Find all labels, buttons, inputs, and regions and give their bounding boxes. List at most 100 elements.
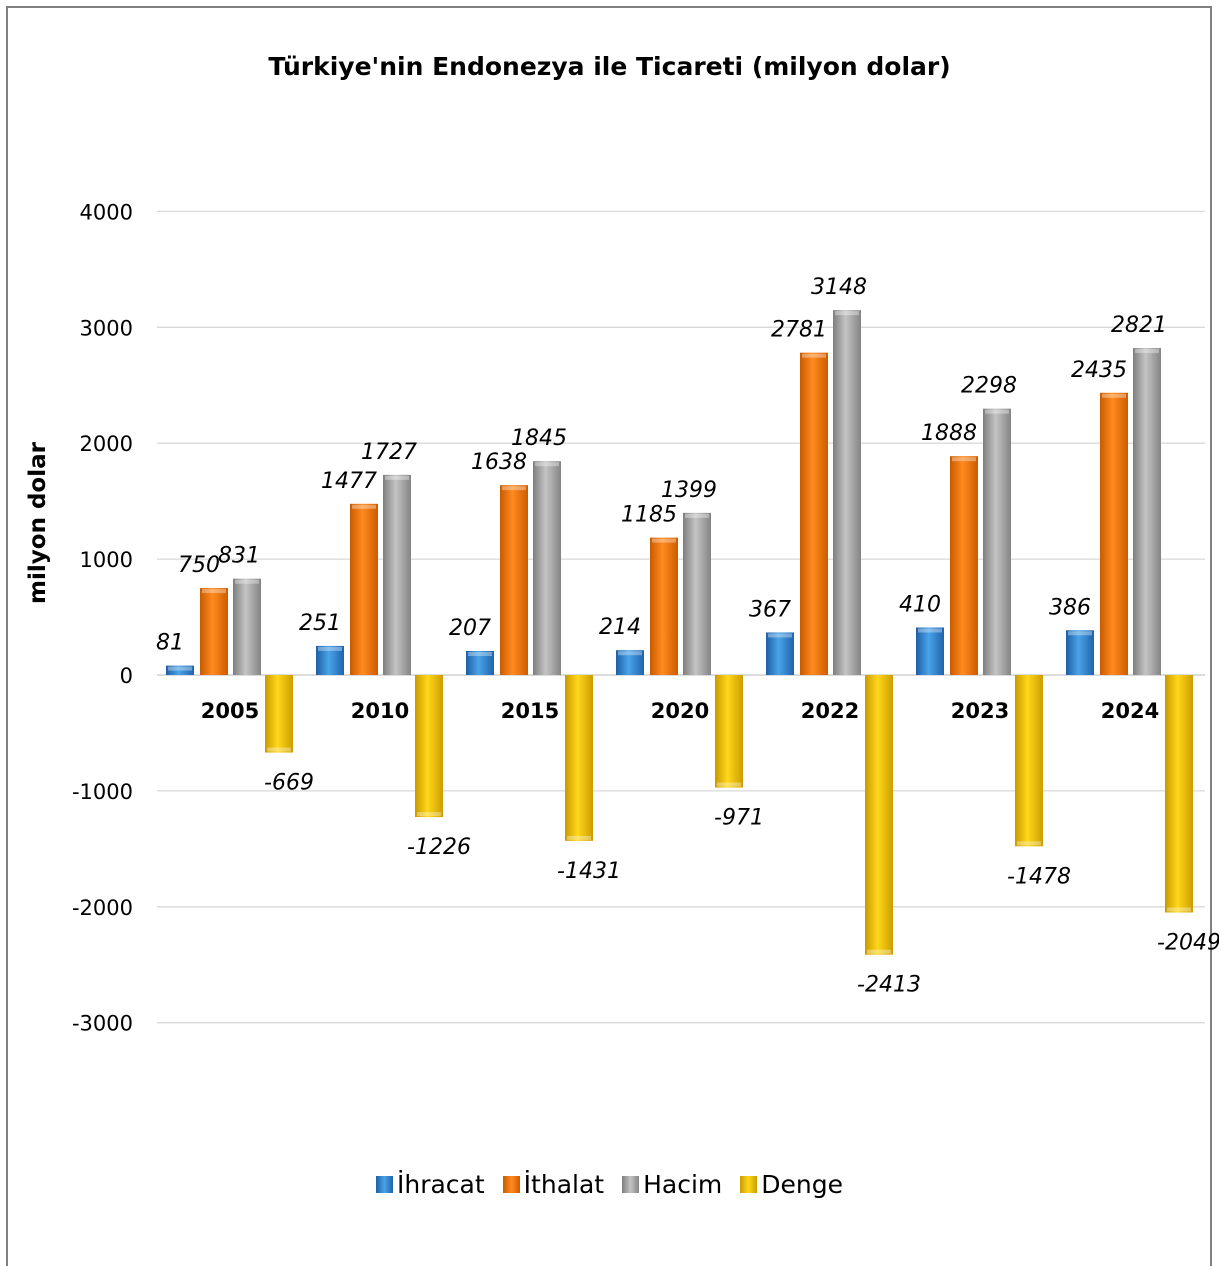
bar-ithalat-2022 xyxy=(800,352,828,675)
legend-swatch xyxy=(622,1176,640,1193)
bar-hacim-2010 xyxy=(383,474,411,675)
bar-highlight xyxy=(685,513,709,518)
bar-ihracat-2010 xyxy=(316,645,344,675)
data-label: 2435 xyxy=(1071,358,1127,383)
data-label: 1399 xyxy=(661,478,717,503)
chart-frame xyxy=(6,6,1212,1266)
bar-highlight xyxy=(952,457,976,462)
chart-legend: İhracat İthalat Hacim Denge xyxy=(0,1170,1219,1199)
data-label: 2821 xyxy=(1111,313,1167,338)
bar-highlight xyxy=(802,353,826,358)
y-tick-label: 1000 xyxy=(80,548,133,572)
legend-label: İhracat xyxy=(396,1170,485,1199)
data-label: 81 xyxy=(156,631,184,656)
data-label: 207 xyxy=(449,616,491,641)
bar-hacim-2020 xyxy=(683,512,711,675)
legend-swatch xyxy=(375,1176,393,1193)
bar-denge-2020 xyxy=(715,675,743,788)
bar-denge-2015 xyxy=(565,675,593,841)
bar-hacim-2005 xyxy=(233,578,261,675)
bar-ihracat-2024 xyxy=(1066,630,1094,675)
bar-highlight xyxy=(535,462,559,467)
bar-ihracat-2023 xyxy=(916,627,944,675)
bar-highlight xyxy=(985,409,1009,414)
bar-highlight xyxy=(717,782,741,787)
legend-swatch xyxy=(740,1176,758,1193)
data-label: 410 xyxy=(899,592,941,617)
bar-highlight xyxy=(867,949,891,954)
data-label: 367 xyxy=(749,597,791,622)
y-tick-label: -3000 xyxy=(72,1012,133,1036)
bar-hacim-2022 xyxy=(833,310,861,675)
x-tick-label: 2023 xyxy=(951,699,1009,723)
x-tick-label: 2010 xyxy=(351,699,409,723)
data-label: 3148 xyxy=(811,275,867,300)
data-label: -1226 xyxy=(407,835,471,860)
legend-item: İthalat xyxy=(502,1170,605,1199)
data-label: 750 xyxy=(178,553,220,578)
bar-highlight xyxy=(618,651,642,656)
bar-ihracat-2005 xyxy=(166,665,194,675)
bar-denge-2022 xyxy=(865,675,893,955)
y-tick-label: 4000 xyxy=(80,200,133,224)
bar-highlight xyxy=(417,812,441,817)
legend-item: Denge xyxy=(740,1170,843,1199)
data-label: 251 xyxy=(299,611,341,636)
bar-highlight xyxy=(468,652,492,657)
bar-highlight xyxy=(1068,631,1092,636)
y-tick-label: 2000 xyxy=(80,432,133,456)
bar-highlight xyxy=(1135,349,1159,354)
bar-denge-2024 xyxy=(1165,675,1193,913)
legend-item: Hacim xyxy=(622,1170,722,1199)
y-tick-label: -1000 xyxy=(72,780,133,804)
bar-highlight xyxy=(1017,841,1041,846)
bar-ithalat-2023 xyxy=(950,456,978,675)
data-label: -669 xyxy=(264,771,314,796)
bar-ithalat-2015 xyxy=(500,485,528,675)
bar-denge-2005 xyxy=(265,675,293,753)
x-tick-label: 2020 xyxy=(651,699,709,723)
bar-highlight xyxy=(1102,393,1126,398)
bar-ithalat-2024 xyxy=(1100,392,1128,675)
bar-highlight xyxy=(502,486,526,491)
data-label: 1888 xyxy=(921,421,977,446)
data-label: 214 xyxy=(599,615,641,640)
data-label: 1638 xyxy=(471,450,527,475)
data-label: 2781 xyxy=(771,318,827,343)
data-label: -2413 xyxy=(857,973,921,998)
data-label: 1477 xyxy=(321,469,377,494)
bar-highlight xyxy=(918,628,942,633)
bar-ihracat-2015 xyxy=(466,651,494,675)
bar-highlight xyxy=(385,475,409,480)
bar-highlight xyxy=(202,589,226,594)
bar-denge-2010 xyxy=(415,675,443,818)
bar-hacim-2023 xyxy=(983,408,1011,675)
y-axis-title: milyon dolar xyxy=(25,441,51,604)
data-label: 1845 xyxy=(511,426,567,451)
x-tick-label: 2005 xyxy=(201,699,259,723)
legend-label: İthalat xyxy=(523,1170,605,1199)
bar-ithalat-2005 xyxy=(200,588,228,675)
bar-denge-2023 xyxy=(1015,675,1043,847)
y-tick-label: 3000 xyxy=(80,316,133,340)
bar-highlight xyxy=(267,747,291,752)
chart-title: Türkiye'nin Endonezya ile Ticareti (mily… xyxy=(268,52,951,81)
bar-highlight xyxy=(835,311,859,316)
data-label: -2049 xyxy=(1157,930,1219,955)
bar-hacim-2015 xyxy=(533,461,561,675)
bar-highlight xyxy=(652,538,676,543)
bar-highlight xyxy=(768,633,792,638)
data-label: -971 xyxy=(714,806,764,831)
data-label: 831 xyxy=(218,544,260,569)
bar-highlight xyxy=(235,579,259,584)
bar-highlight xyxy=(1167,907,1191,912)
x-tick-label: 2022 xyxy=(801,699,859,723)
bar-highlight xyxy=(168,666,192,671)
legend-label: Hacim xyxy=(643,1170,723,1199)
data-label: -1478 xyxy=(1007,864,1071,889)
data-label: -1431 xyxy=(557,859,621,884)
y-tick-label: 0 xyxy=(120,664,133,688)
data-label: 2298 xyxy=(961,374,1017,399)
bar-ithalat-2010 xyxy=(350,503,378,675)
